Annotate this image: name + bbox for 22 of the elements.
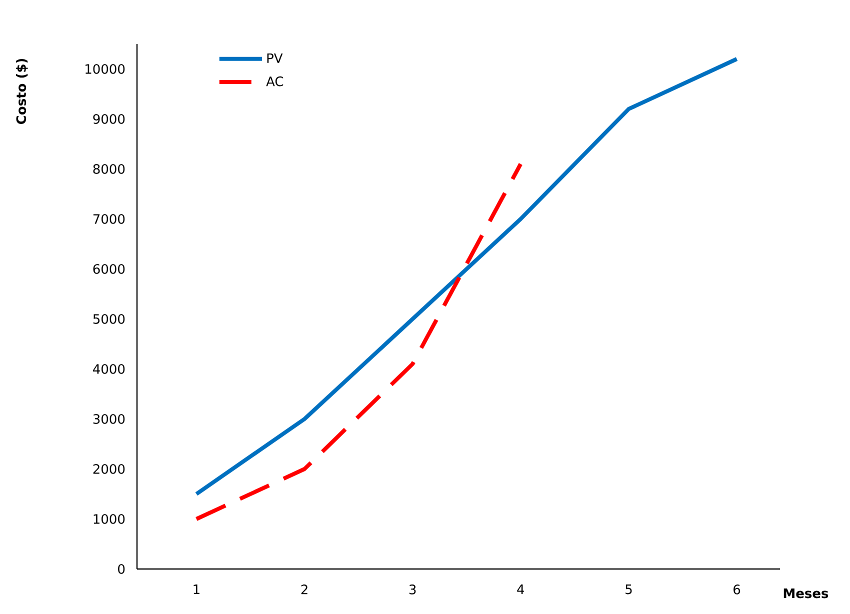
legend-label: PV [267,53,283,63]
y-tick-label: 10000 [86,64,125,74]
y-tick-label: 8000 [93,164,125,174]
y-tick-label: 3000 [93,414,125,424]
y-tick-label: 0 [118,564,125,574]
y-tick-label: 2000 [93,464,125,474]
x-axis-title: Meses [784,588,828,598]
x-tick-label: 5 [626,584,632,594]
x-tick-label: 2 [301,584,308,594]
y-axis-title: Costo ($) [16,58,28,124]
legend-label: AC [266,76,284,86]
y-tick-label: 5000 [93,314,125,324]
line-series [194,162,523,521]
x-tick-label: 4 [517,584,524,594]
x-tick-label: 1 [194,584,200,594]
y-tick-label: 6000 [93,264,125,274]
x-tick-label: 3 [409,584,416,594]
y-tick-label: 4000 [93,364,125,374]
y-tick-label: 1000 [94,514,125,524]
y-tick-label: 7000 [93,214,125,224]
x-tick-label: 6 [734,584,740,594]
y-tick-label: 9000 [93,114,125,124]
